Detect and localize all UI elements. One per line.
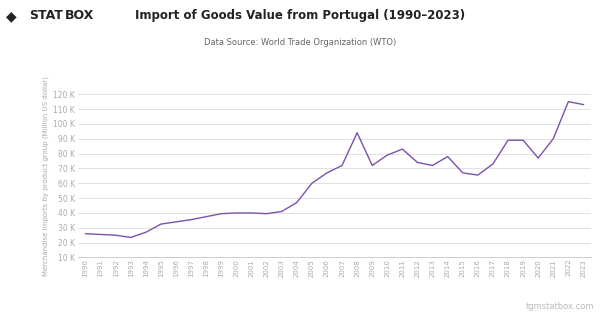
Text: ◆: ◆ (6, 9, 17, 24)
Y-axis label: Merchandise imports by product group (Million US dollar): Merchandise imports by product group (Mi… (43, 76, 49, 276)
Text: STAT: STAT (29, 9, 62, 22)
Text: tgmstatbox.com: tgmstatbox.com (526, 302, 594, 311)
Text: BOX: BOX (65, 9, 94, 22)
Text: Import of Goods Value from Portugal (1990–2023): Import of Goods Value from Portugal (199… (135, 9, 465, 22)
Text: Data Source: World Trade Organization (WTO): Data Source: World Trade Organization (W… (204, 38, 396, 47)
